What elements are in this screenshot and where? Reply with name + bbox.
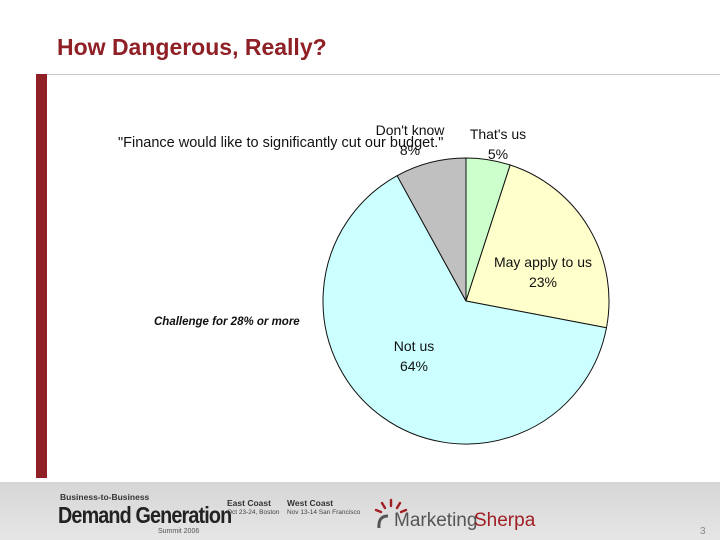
left-accent-bar — [36, 74, 47, 478]
slide-title: How Dangerous, Really? — [57, 34, 327, 60]
slice-label-may-apply-to-us: May apply to us — [494, 254, 592, 270]
footer-banner: Business-to-Business Demand Generation S… — [0, 482, 720, 540]
brand-title: Demand Generation — [58, 502, 232, 528]
slice-label-that-s-us: That's us — [470, 126, 526, 142]
sherpa-wordmark-marketing: Marketing — [394, 510, 478, 531]
pie-slice-may-apply-to-us — [465, 164, 610, 329]
sherpa-wordmark-sherpa: Sherpa — [474, 510, 536, 531]
pie-slice-don-t-know — [396, 157, 467, 302]
callout-text: Challenge for 28% or more — [154, 316, 300, 328]
east-coast-details: Oct 23-24, Boston — [227, 509, 280, 516]
west-coast-heading: West Coast — [287, 498, 334, 508]
sherpa-sun-icon — [374, 498, 408, 529]
slice-value-that-s-us: 5% — [488, 146, 508, 162]
page-number: 3 — [700, 526, 706, 537]
east-coast-heading: East Coast — [227, 498, 271, 508]
pie-slice-not-us — [322, 175, 608, 445]
title-divider — [47, 74, 720, 75]
slice-value-not-us: 64% — [400, 358, 428, 374]
slice-label-don-t-know: Don't know — [376, 122, 446, 138]
brand-summit: Summit 2006 — [158, 528, 200, 535]
slice-value-may-apply-to-us: 23% — [529, 274, 557, 290]
slice-value-don-t-know: 8% — [400, 142, 420, 158]
west-coast-details: Nov 13-14 San Francisco — [287, 509, 361, 516]
slice-label-not-us: Not us — [394, 338, 434, 354]
quote-text: "Finance would like to significantly cut… — [118, 135, 444, 151]
brand-subtitle: Business-to-Business — [60, 492, 150, 502]
